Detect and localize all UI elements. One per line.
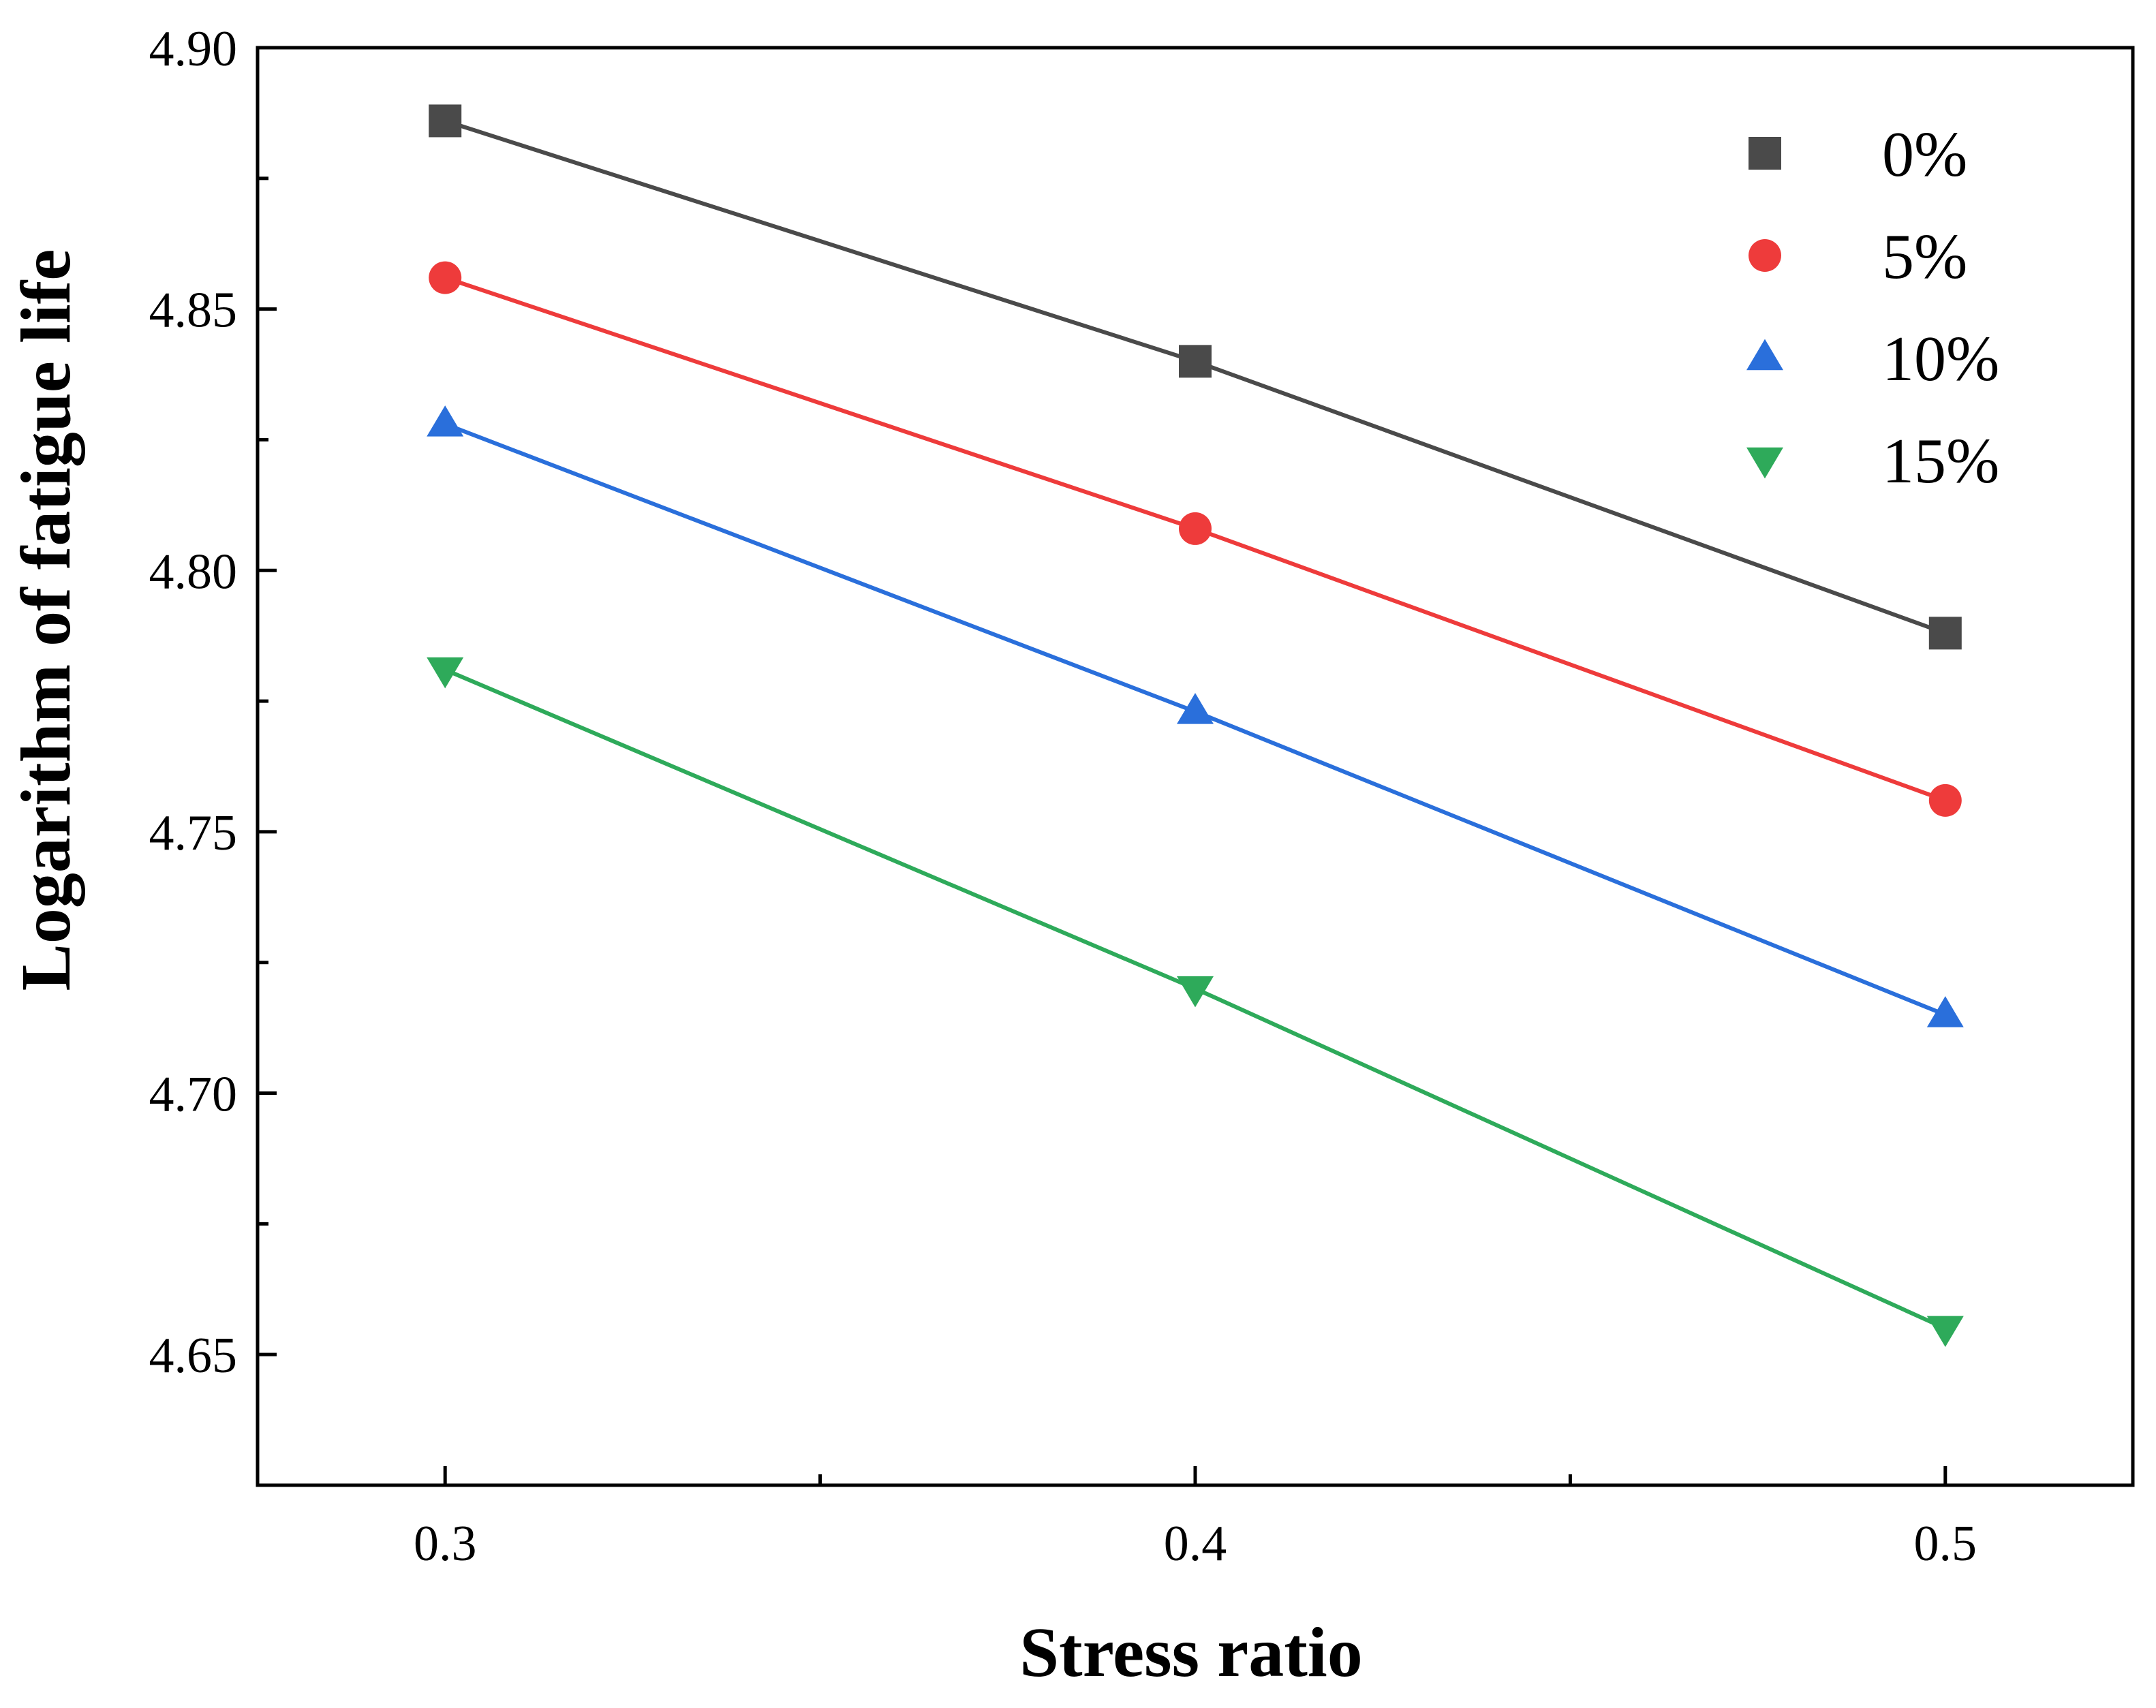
data-point-0pct <box>1928 617 1962 650</box>
y-tick-label: 4.75 <box>149 805 238 861</box>
legend: 0% 5% 10% 15% <box>1746 119 1999 497</box>
data-point-0pct <box>1179 345 1212 378</box>
data-point-15pct <box>1926 1316 1964 1348</box>
data-point-0pct <box>429 104 462 138</box>
y-tick-label: 4.80 <box>149 544 238 600</box>
y-tick-label: 4.85 <box>149 283 238 339</box>
legend-label: 0% <box>1882 119 1967 190</box>
x-tick-label: 0.4 <box>1164 1516 1227 1572</box>
x-tick-label: 0.3 <box>414 1516 477 1572</box>
legend-label: 5% <box>1882 221 1967 292</box>
series-lines <box>444 119 1947 1331</box>
data-point-5pct <box>1928 783 1962 817</box>
data-point-15pct <box>427 657 464 689</box>
legend-marker <box>1749 137 1781 170</box>
x-axis-title: Stress ratio <box>1019 1613 1363 1692</box>
y-axis-title: Logarithm of fatigue life <box>7 249 85 991</box>
data-point-10pct <box>427 405 464 437</box>
data-markers <box>427 104 1964 1348</box>
data-point-15pct <box>1177 976 1214 1008</box>
ticks: 4.65 4.70 4.75 4.80 4.85 4.90 0.3 0.4 0.5 <box>149 21 1977 1572</box>
legend-label: 10% <box>1882 324 1999 394</box>
data-point-10pct <box>1926 996 1964 1027</box>
x-tick-label: 0.5 <box>1914 1516 1977 1572</box>
y-tick-label: 4.90 <box>149 21 238 77</box>
y-tick-label: 4.70 <box>149 1067 238 1123</box>
data-point-5pct <box>429 261 462 294</box>
data-point-10pct <box>1177 693 1214 724</box>
data-point-5pct <box>1179 512 1212 545</box>
legend-marker <box>1746 339 1783 371</box>
legend-marker <box>1749 239 1781 272</box>
legend-label: 15% <box>1882 426 1999 497</box>
y-tick-label: 4.65 <box>149 1328 238 1384</box>
legend-marker <box>1746 447 1783 479</box>
